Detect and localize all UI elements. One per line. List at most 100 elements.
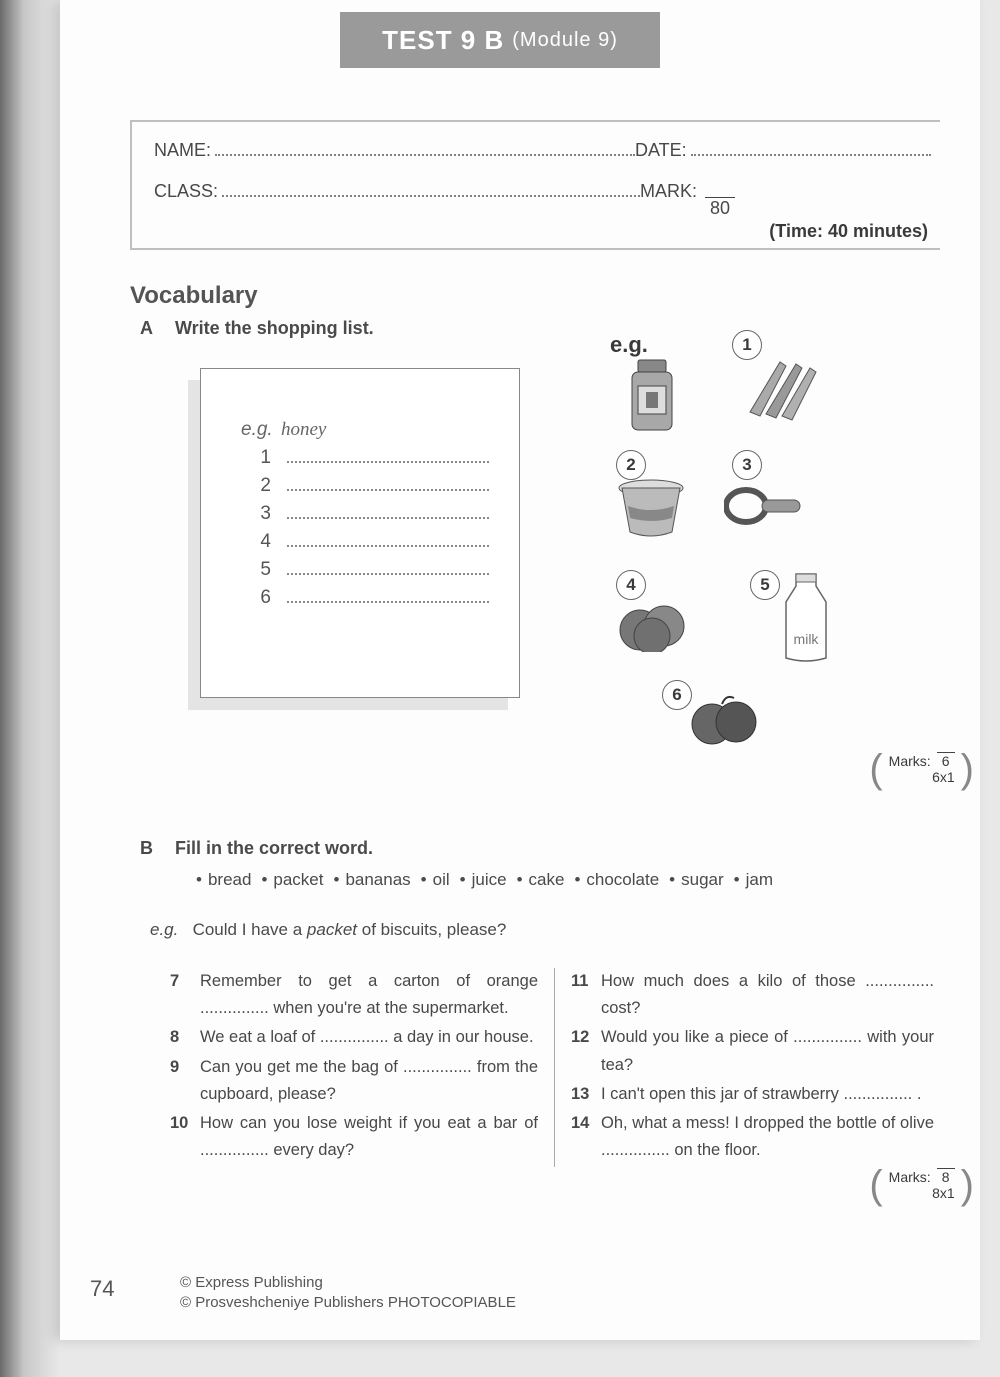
bullet-icon: •	[196, 870, 202, 889]
list-blank-5[interactable]	[287, 563, 489, 575]
question-text: We eat a loaf of ............... a day i…	[200, 1024, 538, 1051]
milk-label: milk	[794, 631, 820, 647]
question-text: How can you lose weight if you eat a bar…	[200, 1110, 538, 1164]
question-number: 9	[170, 1054, 200, 1108]
milk-bottle-icon: milk	[776, 572, 836, 664]
class-blank[interactable]	[222, 183, 640, 197]
date-field: DATE:	[635, 140, 931, 161]
list-blank-1[interactable]	[287, 451, 489, 463]
list-blank-6[interactable]	[287, 591, 489, 603]
question-number: 7	[170, 968, 200, 1022]
marks-b-label: Marks:	[889, 1169, 931, 1185]
list-blank-2[interactable]	[287, 479, 489, 491]
question-item: 12Would you like a piece of ............…	[571, 1024, 934, 1078]
questions-col-right: 11How much does a kilo of those ........…	[554, 968, 938, 1167]
mark-denom: 80	[710, 198, 730, 219]
question-number: 13	[571, 1081, 601, 1108]
date-label: DATE:	[635, 140, 687, 161]
note-line-1: 1	[241, 447, 489, 469]
note-line-4: 4	[241, 531, 489, 553]
copyright-line-2: © Prosveshcheniye Publishers PHOTOCOPIAB…	[180, 1293, 516, 1313]
food-label-2: 2	[616, 450, 646, 480]
test-title: TEST 9 B	[382, 25, 504, 56]
test-module: (Module 9)	[512, 29, 618, 52]
food-label-3: 3	[732, 450, 762, 480]
question-number: 11	[571, 968, 601, 1022]
honey-jar-icon	[624, 358, 680, 434]
marks-a-box: ( Marks: 6 6x1 )	[869, 752, 974, 785]
marks-b-calc: 8x1	[932, 1185, 955, 1201]
marks-b-box: ( Marks: 8 8x1 )	[869, 1168, 974, 1201]
question-text: Would you like a piece of ..............…	[601, 1024, 934, 1078]
bullet-icon: •	[261, 870, 267, 889]
mark-field: MARK: 80	[640, 181, 735, 219]
bullet-icon: •	[333, 870, 339, 889]
page-binding	[0, 0, 60, 1377]
bullet-icon: •	[669, 870, 675, 889]
eg-b-packet: packet	[307, 920, 357, 939]
bullet-icon: •	[421, 870, 427, 889]
word-bank-item: cake	[529, 870, 565, 889]
question-item: 10How can you lose weight if you eat a b…	[170, 1110, 538, 1164]
part-a-text: Write the shopping list.	[175, 318, 374, 338]
word-bank-item: chocolate	[586, 870, 659, 889]
question-text: Can you get me the bag of ..............…	[200, 1054, 538, 1108]
question-item: 8We eat a loaf of ............... a day …	[170, 1024, 538, 1051]
note-line-5: 5	[241, 559, 489, 581]
name-label: NAME:	[154, 140, 211, 161]
tomatoes-icon	[618, 596, 688, 652]
name-field: NAME:	[154, 140, 635, 161]
word-bank: •bread•packet•bananas•oil•juice•cake•cho…	[186, 870, 773, 890]
marks-b-total: 8	[942, 1169, 950, 1185]
note-line-3: 3	[241, 503, 489, 525]
time-note: (Time: 40 minutes)	[769, 221, 928, 242]
note-eg-answer: honey	[281, 419, 326, 441]
word-bank-item: sugar	[681, 870, 724, 889]
question-text: Oh, what a mess! I dropped the bottle of…	[601, 1110, 934, 1164]
copyright-line-1: © Express Publishing	[180, 1273, 516, 1293]
question-number: 12	[571, 1024, 601, 1078]
part-b-instruction: B Fill in the correct word.	[140, 838, 373, 859]
question-item: 14Oh, what a mess! I dropped the bottle …	[571, 1110, 934, 1164]
shopping-list-notepad: e.g. honey 1 2 3 4 5 6	[200, 368, 520, 698]
note-eg-label: e.g.	[241, 419, 271, 441]
word-bank-item: oil	[433, 870, 450, 889]
question-text: How much does a kilo of those ..........…	[601, 968, 934, 1022]
question-text: Remember to get a carton of orange .....…	[200, 968, 538, 1022]
date-blank[interactable]	[691, 142, 931, 156]
question-number: 10	[170, 1110, 200, 1164]
marks-a-total: 6	[942, 753, 950, 769]
question-item: 13I can't open this jar of strawberry ..…	[571, 1081, 934, 1108]
mark-label: MARK:	[640, 181, 697, 202]
vocabulary-heading: Vocabulary	[130, 282, 258, 310]
list-blank-3[interactable]	[287, 507, 489, 519]
questions-columns: 7Remember to get a carton of orange ....…	[170, 968, 940, 1167]
apples-icon	[686, 686, 762, 746]
eg-b-prefix: e.g.	[150, 920, 178, 939]
marks-a-calc: 6x1	[932, 769, 955, 785]
part-a-instruction: A Write the shopping list.	[140, 318, 374, 339]
note-line-2: 2	[241, 475, 489, 497]
eg-b-text2: of biscuits, please?	[357, 920, 506, 939]
header-tab: TEST 9 B (Module 9)	[340, 12, 660, 68]
question-number: 8	[170, 1024, 200, 1051]
question-item: 7Remember to get a carton of orange ....…	[170, 968, 538, 1022]
question-item: 11How much does a kilo of those ........…	[571, 968, 934, 1022]
bullet-icon: •	[460, 870, 466, 889]
word-bank-item: packet	[273, 870, 323, 889]
page-number: 74	[90, 1276, 114, 1302]
marks-a-label: Marks:	[889, 753, 931, 769]
bullet-icon: •	[734, 870, 740, 889]
bullet-icon: •	[574, 870, 580, 889]
info-box: NAME: DATE: CLASS: MARK: 80 (Ti	[130, 120, 940, 250]
question-item: 9Can you get me the bag of .............…	[170, 1054, 538, 1108]
part-b-letter: B	[140, 838, 170, 859]
eg-b-text1: Could I have a	[193, 920, 307, 939]
questions-col-left: 7Remember to get a carton of orange ....…	[170, 968, 554, 1167]
word-bank-item: juice	[472, 870, 507, 889]
list-blank-4[interactable]	[287, 535, 489, 547]
part-b-text: Fill in the correct word.	[175, 838, 373, 858]
copyright: © Express Publishing © Prosveshcheniye P…	[180, 1273, 516, 1312]
name-blank[interactable]	[215, 142, 635, 156]
word-bank-item: bread	[208, 870, 251, 889]
